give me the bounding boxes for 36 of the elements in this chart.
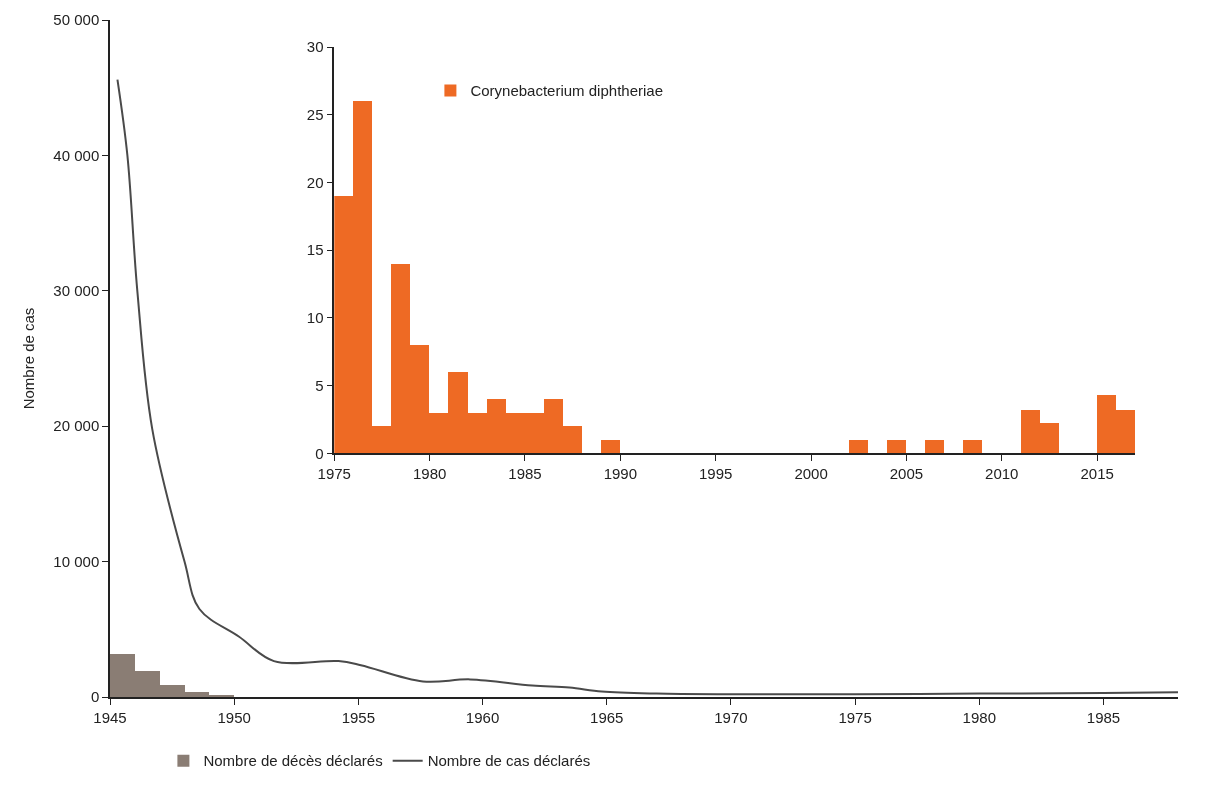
y-tick-label: 10 [306, 309, 324, 327]
x-tick-label: 2000 [794, 465, 828, 483]
y-tick-label: 25 [306, 106, 324, 124]
y-tick-label: 50 000 [53, 11, 100, 29]
x-tick-label: 1980 [962, 708, 996, 726]
y-tick-label: 30 [306, 38, 324, 56]
x-tick-label: 2010 [985, 465, 1019, 483]
x-tick-label: 1990 [603, 465, 638, 483]
x-tick-label: 1950 [217, 708, 251, 726]
x-tick-label: 1985 [508, 465, 542, 483]
legend-label: Nombre de décès déclarés [203, 752, 383, 770]
y-tick-label: 20 000 [53, 417, 100, 435]
y-tick-label: 15 [306, 241, 324, 259]
x-tick-label: 1995 [699, 465, 733, 483]
legend-label: Nombre de cas déclarés [427, 752, 591, 770]
y-tick-label: 5 [315, 376, 324, 394]
legend-label: Corynebacterium diphtheriae [470, 82, 664, 100]
x-tick-label: 1980 [412, 465, 447, 483]
x-tick-label: 1985 [1086, 708, 1121, 726]
x-tick-label: 1960 [465, 708, 500, 726]
y-tick-label: 20 [306, 173, 324, 191]
y-tick-label: 10 000 [53, 552, 100, 570]
x-tick-label: 1965 [590, 708, 624, 726]
line-series [116, 78, 1178, 696]
y-axis-title: Nombre de cas [20, 307, 38, 410]
y-tick-label: 0 [90, 688, 100, 706]
x-tick-label: 2005 [889, 465, 924, 483]
y-tick-label: 0 [315, 444, 324, 462]
x-tick-label: 1955 [341, 708, 376, 726]
x-tick-label: 1975 [838, 708, 872, 726]
x-tick-label: 1975 [317, 465, 351, 483]
x-tick-label: 2015 [1080, 465, 1114, 483]
y-tick-label: 40 000 [53, 146, 100, 164]
x-tick-label: 1945 [93, 708, 127, 726]
y-tick-label: 30 000 [53, 282, 100, 300]
x-tick-label: 1970 [714, 708, 748, 726]
